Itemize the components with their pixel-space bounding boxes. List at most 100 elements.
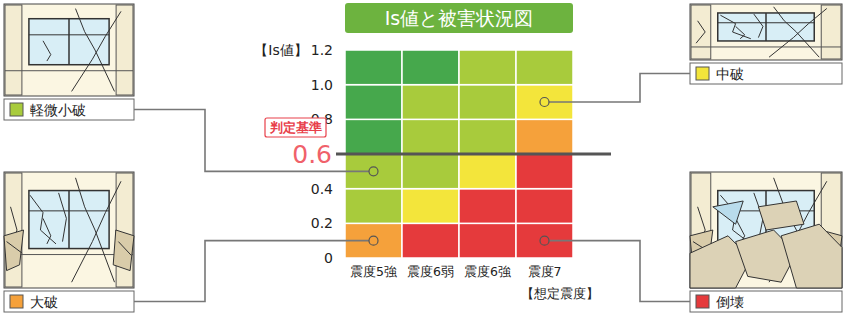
connector: [545, 74, 691, 103]
crack: [736, 26, 745, 38]
legend-swatch: [10, 295, 23, 308]
cell: [516, 154, 573, 189]
connector: [134, 241, 374, 302]
crack: [43, 41, 51, 61]
cell: [459, 119, 516, 154]
crack: [72, 11, 121, 91]
rubble: [781, 224, 842, 288]
scene-frame: [4, 4, 134, 96]
y-tick-label: 0: [324, 250, 333, 266]
scene-frame: [690, 172, 842, 288]
crack: [76, 178, 115, 282]
window-frame: [68, 19, 70, 65]
legend-swatch: [696, 67, 709, 80]
threshold-label: 0.6: [292, 140, 332, 169]
connector: [545, 241, 691, 302]
callout: 大破: [4, 172, 378, 312]
crack: [30, 195, 56, 244]
crack: [43, 218, 51, 244]
legend-label: 軽微小破: [30, 102, 86, 118]
x-tick-label: 震度6強: [464, 264, 511, 279]
chart: Is値と被害状況図00.20.40.81.01.2【Is値】震度5強震度6弱震度…: [0, 0, 846, 336]
callout-dot: [540, 236, 549, 245]
cell: [459, 154, 516, 189]
glass: [713, 201, 743, 224]
cell: [402, 189, 459, 224]
window-frame: [765, 13, 767, 41]
background: [0, 0, 846, 336]
threshold-box: [265, 118, 326, 137]
title-box: [345, 3, 573, 33]
cell: [345, 85, 402, 120]
legend-label: 倒壊: [716, 294, 744, 310]
x-tick-label: 震度7: [528, 264, 562, 279]
cell: [516, 50, 573, 85]
y-tick-label: 1.2: [311, 42, 333, 58]
legend-swatch: [696, 295, 709, 308]
cell: [459, 223, 516, 258]
cell: [345, 119, 402, 154]
cell: [459, 189, 516, 224]
y-tick-label: 1.0: [311, 77, 333, 93]
cell: [459, 50, 516, 85]
cell: [402, 119, 459, 154]
cell: [402, 85, 459, 120]
crack: [720, 15, 750, 39]
damage: [4, 230, 24, 271]
sill: [691, 46, 841, 47]
callout: 中破: [540, 4, 842, 107]
y-tick-label: 0.4: [311, 181, 333, 197]
crack: [769, 8, 827, 57]
scene-frame: [4, 172, 134, 288]
cell: [516, 189, 573, 224]
rubble: [758, 201, 804, 230]
window: [718, 13, 814, 41]
label-box: [690, 63, 842, 84]
crack: [696, 21, 705, 43]
callout-dot: [369, 167, 378, 176]
connector: [134, 110, 374, 172]
label-box: [690, 291, 842, 312]
pillar: [116, 5, 133, 95]
crack: [118, 242, 131, 256]
y-tick-label: 0.2: [311, 215, 333, 231]
crack: [76, 9, 115, 92]
cell: [459, 85, 516, 120]
threshold-text: 判定基準: [269, 120, 322, 135]
callout-dot: [369, 236, 378, 245]
cell: [402, 50, 459, 85]
x-tick-label: 震度5強: [350, 264, 397, 279]
cell: [345, 189, 402, 224]
scene-frame: [690, 4, 842, 60]
legend-swatch: [10, 103, 23, 116]
x-axis: 震度5強震度6弱震度6強 震度7 【想定震度】: [350, 264, 599, 301]
crack: [774, 7, 820, 57]
label-box: [4, 291, 134, 312]
y-axis: 00.20.40.81.01.2【Is値】: [254, 42, 333, 266]
cell: [402, 154, 459, 189]
legend-label: 中破: [716, 66, 744, 82]
window-frame: [29, 34, 109, 35]
title: Is値と被害状況図: [385, 7, 534, 29]
cell: [516, 119, 573, 154]
legend-label: 大破: [30, 294, 58, 310]
pillar: [5, 5, 22, 95]
cell: [402, 223, 459, 258]
cell: [345, 50, 402, 85]
y-axis-title: 【Is値】: [254, 42, 307, 58]
threshold: 0.6 判定基準: [265, 118, 611, 169]
window-frame: [718, 22, 814, 23]
x-axis-title: 【想定震度】: [521, 286, 599, 301]
pillar: [691, 5, 711, 59]
label-box: [4, 99, 134, 120]
window: [29, 19, 109, 65]
threshold-line: [336, 153, 611, 156]
crack: [754, 14, 763, 38]
callout: 倒壊: [540, 172, 842, 312]
crack: [59, 193, 67, 242]
x-tick-label: 震度6弱: [407, 264, 454, 279]
sill: [5, 70, 133, 71]
damage: [113, 230, 134, 271]
crack: [72, 181, 121, 282]
window: [29, 191, 109, 249]
